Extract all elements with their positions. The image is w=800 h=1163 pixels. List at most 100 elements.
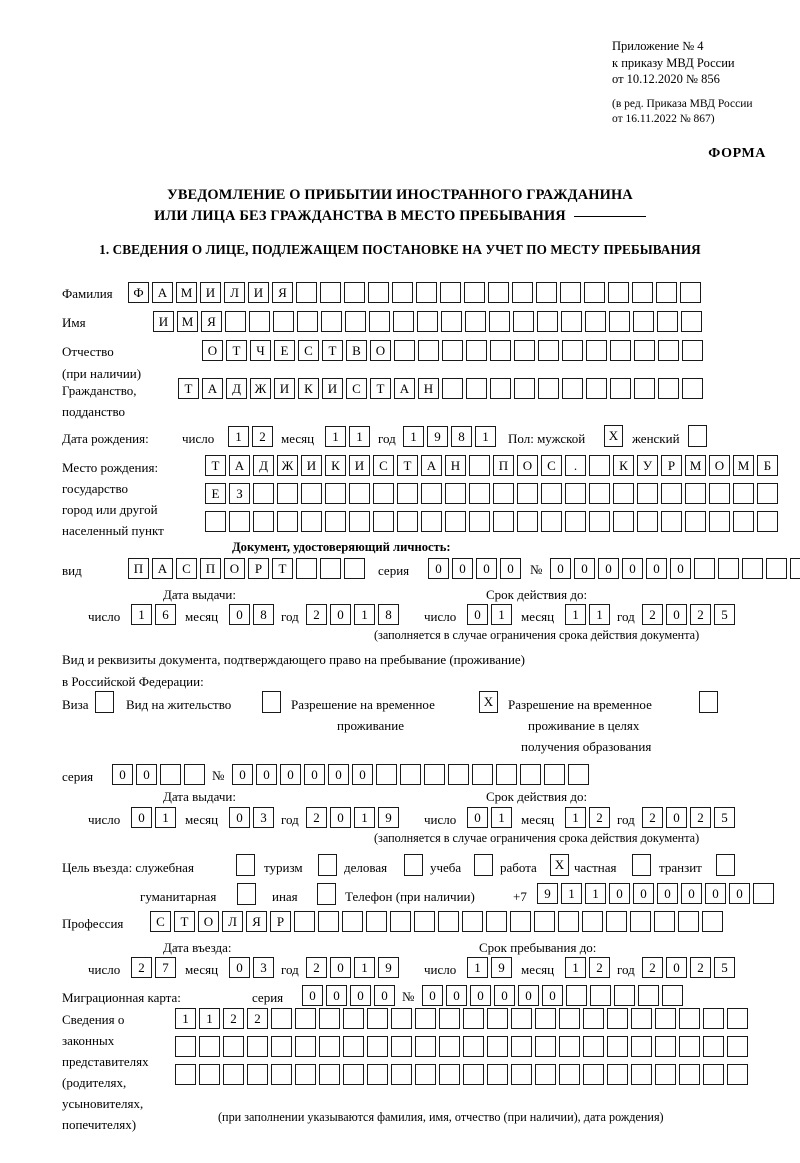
char-cell[interactable] (486, 911, 507, 932)
char-cell[interactable] (205, 511, 226, 532)
char-cell[interactable] (634, 378, 655, 399)
checkbox-purpose-other[interactable] (317, 883, 336, 905)
char-cell[interactable] (562, 378, 583, 399)
char-cell[interactable] (511, 1008, 532, 1029)
char-cell[interactable]: И (349, 455, 370, 476)
char-cell[interactable] (225, 311, 246, 332)
char-cell[interactable]: 1 (175, 1008, 196, 1029)
char-cell[interactable]: 5 (714, 957, 735, 978)
char-cell[interactable]: И (200, 282, 221, 303)
char-cell[interactable]: 2 (690, 807, 711, 828)
legal-rep-row-2-cells[interactable] (175, 1036, 748, 1057)
char-cell[interactable]: 0 (330, 957, 351, 978)
char-cell[interactable] (538, 340, 559, 361)
char-cell[interactable] (367, 1008, 388, 1029)
char-cell[interactable] (727, 1008, 748, 1029)
char-cell[interactable] (439, 1036, 460, 1057)
char-cell[interactable]: Н (445, 455, 466, 476)
char-cell[interactable] (562, 340, 583, 361)
char-cell[interactable]: С (298, 340, 319, 361)
char-cell[interactable]: 0 (681, 883, 702, 904)
char-cell[interactable]: 2 (642, 957, 663, 978)
char-cell[interactable] (742, 558, 763, 579)
char-cell[interactable] (344, 282, 365, 303)
char-cell[interactable]: 0 (666, 604, 687, 625)
char-cell[interactable] (400, 764, 421, 785)
char-cell[interactable] (487, 1008, 508, 1029)
char-cell[interactable]: Т (397, 455, 418, 476)
char-cell[interactable] (583, 1064, 604, 1085)
char-cell[interactable]: Т (226, 340, 247, 361)
char-cell[interactable]: 1 (491, 807, 512, 828)
char-cell[interactable] (489, 311, 510, 332)
char-cell[interactable]: 0 (131, 807, 152, 828)
char-cell[interactable] (253, 511, 274, 532)
char-cell[interactable] (490, 340, 511, 361)
char-cell[interactable] (297, 311, 318, 332)
char-cell[interactable]: 8 (253, 604, 274, 625)
char-cell[interactable]: 1 (155, 807, 176, 828)
char-cell[interactable]: 0 (232, 764, 253, 785)
char-cell[interactable] (493, 483, 514, 504)
char-cell[interactable]: 0 (598, 558, 619, 579)
char-cell[interactable]: 2 (252, 426, 273, 447)
char-cell[interactable] (703, 1036, 724, 1057)
char-cell[interactable] (249, 311, 270, 332)
checkbox-residence-permit[interactable] (262, 691, 281, 713)
char-cell[interactable] (199, 1064, 220, 1085)
char-cell[interactable] (727, 1064, 748, 1085)
char-cell[interactable] (606, 911, 627, 932)
char-cell[interactable]: М (176, 282, 197, 303)
char-cell[interactable] (369, 311, 390, 332)
char-cell[interactable] (223, 1064, 244, 1085)
char-cell[interactable]: О (709, 455, 730, 476)
char-cell[interactable]: А (229, 455, 250, 476)
char-cell[interactable] (319, 1064, 340, 1085)
char-cell[interactable] (367, 1064, 388, 1085)
char-cell[interactable] (320, 282, 341, 303)
char-cell[interactable] (560, 282, 581, 303)
char-cell[interactable] (417, 311, 438, 332)
char-cell[interactable] (632, 282, 653, 303)
char-cell[interactable]: П (200, 558, 221, 579)
char-cell[interactable]: 0 (302, 985, 323, 1006)
char-cell[interactable] (397, 483, 418, 504)
char-cell[interactable]: Е (205, 483, 226, 504)
char-cell[interactable] (442, 378, 463, 399)
char-cell[interactable] (661, 511, 682, 532)
char-cell[interactable]: 0 (326, 985, 347, 1006)
char-cell[interactable] (661, 483, 682, 504)
char-cell[interactable]: 0 (350, 985, 371, 1006)
char-cell[interactable] (583, 1008, 604, 1029)
char-cell[interactable] (487, 1036, 508, 1057)
char-cell[interactable] (463, 1036, 484, 1057)
char-cell[interactable] (391, 1008, 412, 1029)
char-cell[interactable]: 0 (494, 985, 515, 1006)
char-cell[interactable]: 0 (452, 558, 473, 579)
char-cell[interactable] (318, 911, 339, 932)
char-cell[interactable] (295, 1036, 316, 1057)
char-cell[interactable]: Е (274, 340, 295, 361)
checkbox-temp-residence[interactable]: X (479, 691, 498, 713)
char-cell[interactable]: К (325, 455, 346, 476)
char-cell[interactable]: 3 (253, 957, 274, 978)
char-cell[interactable]: 9 (378, 807, 399, 828)
char-cell[interactable] (694, 558, 715, 579)
checkbox-purpose-humanitarian[interactable] (237, 883, 256, 905)
char-cell[interactable]: А (152, 558, 173, 579)
char-cell[interactable]: 2 (306, 807, 327, 828)
char-cell[interactable] (320, 558, 341, 579)
char-cell[interactable] (415, 1064, 436, 1085)
char-cell[interactable] (367, 1036, 388, 1057)
checkbox-purpose-private[interactable] (632, 854, 651, 876)
char-cell[interactable] (534, 911, 555, 932)
char-cell[interactable] (490, 378, 511, 399)
char-cell[interactable] (441, 311, 462, 332)
char-cell[interactable]: Р (661, 455, 682, 476)
char-cell[interactable]: М (685, 455, 706, 476)
char-cell[interactable] (559, 1008, 580, 1029)
